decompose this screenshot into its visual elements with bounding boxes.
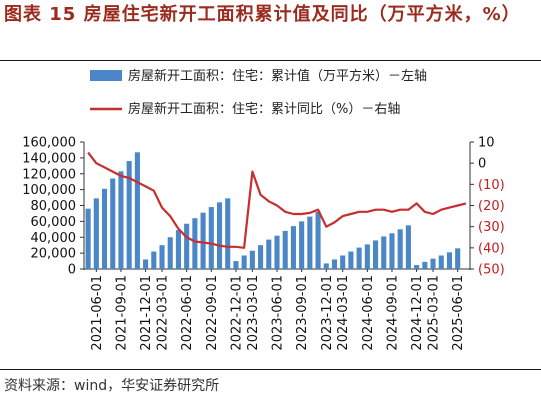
bar	[307, 216, 313, 269]
bar	[438, 255, 444, 269]
x-tick-label: 2022-12-01	[229, 275, 244, 351]
bar	[282, 230, 288, 269]
bar	[315, 211, 321, 269]
bar	[200, 212, 206, 269]
right-tick-label: (20)	[478, 199, 505, 214]
x-tick-label: 2022-03-01	[156, 275, 171, 351]
bar	[126, 161, 132, 269]
footer-rule	[0, 369, 541, 370]
bar	[225, 198, 231, 269]
right-tick-label: 0	[478, 157, 486, 172]
legend-line-label: 房屋新开工面积：住宅：累计同比（%）－右轴	[128, 101, 400, 117]
left-tick-label: 60,000	[31, 215, 77, 230]
right-tick-label: (50)	[478, 263, 505, 278]
bar	[175, 230, 181, 269]
x-tick-label: 2024-09-01	[386, 275, 401, 351]
bar	[446, 252, 453, 269]
bar	[299, 221, 305, 269]
bar	[348, 251, 354, 269]
bar	[405, 225, 411, 269]
right-tick-label: 10	[478, 136, 495, 151]
bar	[258, 245, 264, 269]
bar	[364, 244, 370, 269]
bar	[249, 250, 255, 269]
bar	[266, 239, 272, 269]
bar	[241, 255, 247, 269]
left-tick-label: 0	[68, 263, 76, 278]
source-note: 资料来源：wind，华安证券研究所	[4, 378, 220, 394]
bar	[101, 188, 108, 269]
x-tick-label: 2023-12-01	[320, 275, 335, 351]
bar	[85, 208, 91, 269]
left-tick-label: 100,000	[22, 183, 76, 198]
bar	[151, 251, 157, 269]
bar	[192, 218, 198, 269]
header-rule	[0, 60, 541, 61]
x-tick-label: 2022-09-01	[205, 275, 220, 351]
x-tick-label: 2024-03-01	[336, 275, 351, 351]
left-tick-label: 120,000	[22, 167, 76, 182]
bar	[356, 247, 362, 269]
bar	[422, 261, 428, 269]
bar	[274, 235, 280, 269]
left-tick-label: 140,000	[22, 151, 76, 166]
x-tick-label: 2021-06-01	[90, 275, 105, 351]
bar	[110, 178, 116, 269]
line-series	[87, 151, 467, 249]
right-tick-label: (40)	[478, 241, 505, 256]
left-tick-label: 40,000	[31, 231, 77, 246]
chart-title: 图表 15 房屋住宅新开工面积累计值及同比（万平方米，%）	[4, 4, 521, 25]
bar	[455, 248, 461, 269]
bar-series	[85, 152, 461, 269]
bar	[373, 240, 379, 269]
bar	[159, 245, 165, 269]
x-tick-label: 2024-06-01	[361, 275, 376, 351]
x-tick-label: 2023-09-01	[295, 275, 310, 351]
x-tick-label: 2024-12-01	[410, 275, 425, 351]
bar	[93, 198, 99, 269]
bar	[233, 261, 239, 269]
bar	[184, 223, 190, 269]
bar	[134, 152, 140, 269]
legend-bar-swatch	[90, 70, 122, 81]
bar	[143, 259, 149, 269]
x-tick-label: 2023-06-01	[271, 275, 286, 351]
yoy-line	[87, 151, 467, 249]
bar	[331, 259, 338, 269]
bar	[167, 237, 173, 269]
bar	[430, 258, 436, 269]
right-tick-label: (30)	[478, 220, 505, 235]
left-tick-label: 20,000	[31, 247, 77, 262]
x-tick-label: 2023-03-01	[246, 275, 261, 351]
bar	[118, 171, 124, 269]
bar	[216, 202, 223, 269]
legend: 房屋新开工面积：住宅：累计值（万平方米）－左轴 房屋新开工面积：住宅：累计同比（…	[90, 68, 427, 117]
bar	[381, 236, 387, 269]
axes: 020,00040,00060,00080,000100,000120,0001…	[22, 136, 504, 278]
right-tick-label: (10)	[478, 178, 505, 193]
bar	[323, 263, 329, 269]
bar	[414, 265, 420, 269]
left-tick-label: 80,000	[31, 199, 77, 214]
bar	[389, 233, 395, 269]
bar	[208, 207, 214, 269]
x-axis-labels: 2021-06-01 2021-09-01 2021-12-01 2022-03-01…	[90, 269, 466, 351]
x-tick-label: 2025-03-01	[427, 275, 442, 351]
bar	[397, 229, 403, 269]
x-tick-label: 2021-09-01	[115, 275, 130, 351]
bar	[340, 255, 346, 269]
x-tick-label: 2022-06-01	[180, 275, 195, 351]
x-tick-label: 2025-06-01	[451, 275, 466, 351]
legend-bar-label: 房屋新开工面积：住宅：累计值（万平方米）－左轴	[128, 68, 427, 84]
bar	[290, 226, 296, 269]
left-tick-label: 160,000	[22, 136, 76, 151]
x-tick-label: 2021-12-01	[139, 275, 154, 351]
